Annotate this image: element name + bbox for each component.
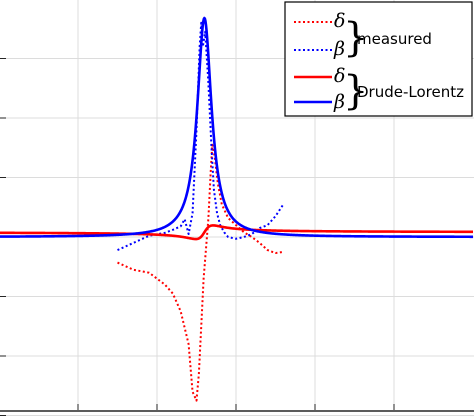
legend: δ β } measured δ β } Drude-Lorentz [284,1,473,117]
legend-symbol-measured-beta: β [333,38,345,60]
legend-brace-measured: } [343,15,368,61]
legend-symbol-drude-lorentz-delta: δ [334,65,345,87]
series-group [0,16,474,402]
legend-symbol-drude-lorentz-beta: β [333,91,345,113]
series-drude-lorentz-delta-line [0,224,474,241]
legend-box [284,1,473,117]
series-drude-lorentz-beta-line [0,16,474,239]
series-measured-beta-line [117,21,285,252]
legend-symbol-measured-delta: δ [334,10,345,32]
legend-label-measured: measured [357,30,432,48]
legend-brace-drude-lorentz: } [343,68,368,114]
legend-label-drude-lorentz: Drude-Lorentz [357,83,464,101]
